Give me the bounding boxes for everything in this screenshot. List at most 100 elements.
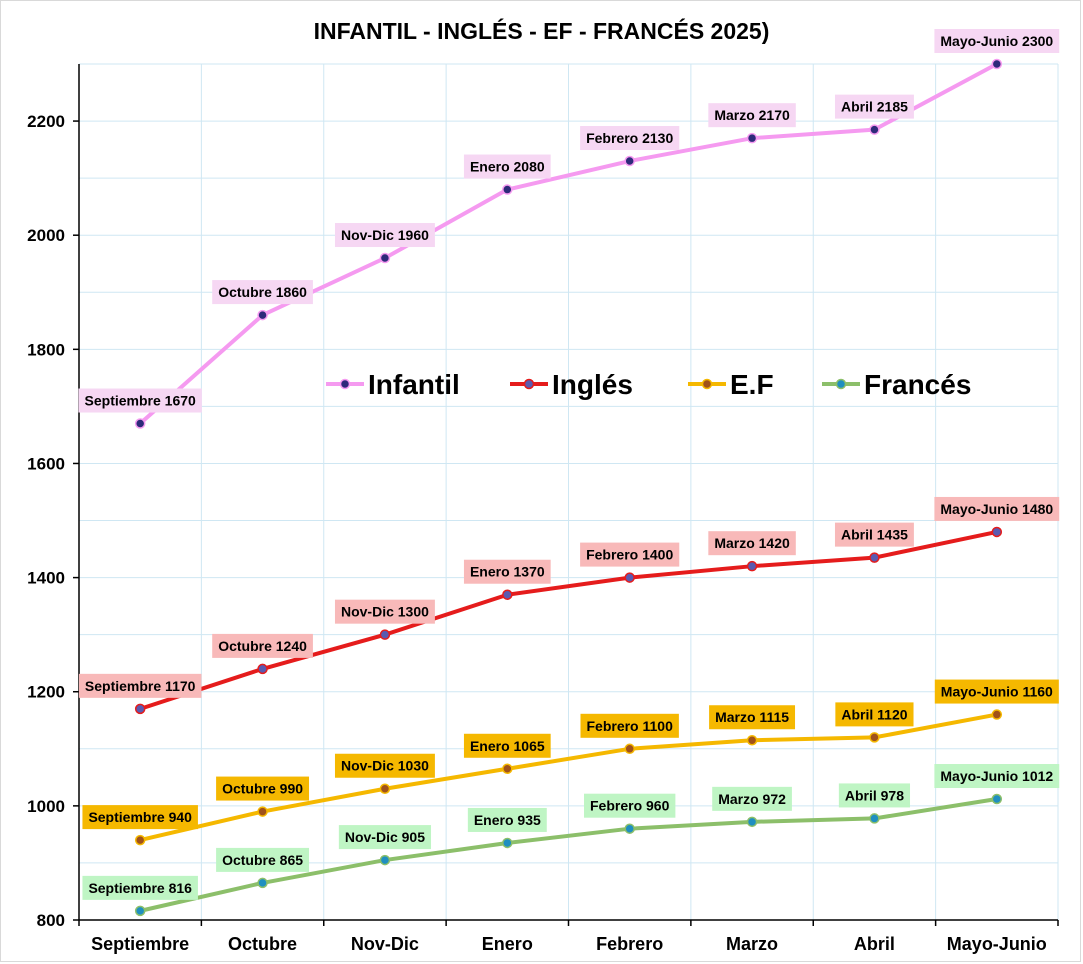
data-label: Octubre 865	[216, 847, 310, 872]
y-tick-label: 2200	[27, 112, 65, 131]
data-label-text: Mayo-Junio 1480	[940, 501, 1053, 517]
x-tick-label: Octubre	[228, 934, 297, 954]
data-label-text: Febrero 960	[590, 798, 670, 814]
data-label-bg	[78, 388, 202, 413]
data-label-bg	[834, 94, 914, 119]
series-line	[138, 797, 999, 913]
data-label-bg	[334, 223, 435, 248]
data-point	[991, 709, 1003, 720]
data-label: Nov-Dic 1960	[334, 223, 435, 248]
legend-marker	[523, 378, 535, 390]
data-point	[624, 572, 635, 583]
data-label: Abril 1120	[835, 702, 914, 727]
chart-title: INFANTIL - INGLÉS - EF - FRANCÉS 2025)	[313, 18, 770, 44]
data-label-bg	[82, 875, 198, 900]
data-label-bg	[934, 29, 1060, 53]
data-label-text: Febrero 1100	[586, 718, 673, 734]
data-point	[134, 418, 146, 429]
data-label-bg	[934, 764, 1060, 789]
data-point	[991, 58, 1003, 70]
data-point	[379, 854, 391, 866]
data-label-bg	[712, 786, 792, 811]
data-label-text: Octubre 990	[222, 781, 303, 797]
series-layer	[134, 58, 1003, 917]
data-label-text: Nov-Dic 1300	[341, 604, 429, 620]
data-point	[991, 793, 1003, 805]
data-label: Mayo-Junio 1480	[934, 496, 1060, 521]
data-label-bg	[82, 805, 198, 830]
data-point	[502, 184, 513, 195]
data-label-text: Mayo-Junio 1012	[940, 768, 1053, 784]
data-label-text: Febrero 1400	[586, 547, 673, 563]
data-label-text: Enero 935	[474, 812, 541, 828]
data-label: Septiembre 1170	[78, 673, 202, 698]
data-label-text: Marzo 972	[718, 791, 786, 807]
data-label-text: Enero 1065	[470, 738, 545, 754]
legend-entry: E.F	[688, 369, 774, 400]
data-point	[257, 806, 268, 817]
data-point	[991, 526, 1003, 538]
data-point	[624, 823, 635, 834]
data-label-bg	[338, 825, 432, 850]
data-label: Mayo-Junio 2300	[934, 29, 1060, 53]
x-tick-label: Nov-Dic	[351, 934, 419, 954]
data-label-bg	[709, 705, 796, 730]
data-label-text: Abril 1435	[841, 527, 908, 543]
data-label-bg	[463, 733, 551, 758]
data-label-bg	[463, 559, 551, 584]
data-label: Octubre 1240	[212, 633, 313, 658]
data-point	[379, 629, 391, 640]
data-label: Enero 1370	[463, 559, 551, 584]
data-label: Febrero 2130	[580, 126, 680, 151]
data-label-text: Septiembre 940	[88, 809, 192, 825]
data-label: Febrero 1400	[580, 542, 680, 567]
data-label: Marzo 972	[712, 786, 792, 811]
data-point	[134, 703, 146, 715]
x-tick-label: Abril	[854, 934, 895, 954]
grid	[79, 63, 1059, 920]
data-label-bg	[334, 599, 435, 624]
data-point	[869, 813, 880, 824]
data-label-text: Nov-Dic 905	[345, 829, 425, 845]
data-label-bg	[580, 126, 680, 151]
data-point	[257, 877, 268, 889]
data-point	[746, 734, 758, 746]
legend-label: Infantil	[368, 369, 460, 400]
y-tick-label: 800	[37, 911, 65, 930]
legend-label: Inglés	[552, 369, 633, 400]
data-label: Abril 978	[838, 783, 911, 808]
data-point	[502, 837, 513, 849]
data-label-text: Marzo 1420	[714, 535, 790, 551]
y-tick-label: 1400	[27, 569, 65, 588]
data-point	[746, 132, 758, 144]
data-label-text: Septiembre 1670	[85, 393, 196, 409]
data-label-text: Abril 2185	[841, 99, 908, 115]
data-label: Nov-Dic 905	[338, 825, 432, 850]
data-label: Marzo 1115	[709, 705, 796, 730]
legend-entry: Francés	[822, 369, 971, 400]
data-label-bg	[708, 103, 796, 128]
data-label-text: Septiembre 1170	[85, 678, 196, 694]
data-label-text: Nov-Dic 1960	[341, 227, 429, 243]
data-label-text: Febrero 2130	[586, 130, 673, 146]
legend-marker	[835, 378, 847, 390]
y-tick-label: 1600	[27, 454, 65, 473]
series-line	[138, 62, 999, 426]
data-point	[134, 905, 146, 917]
data-label-text: Abril 978	[845, 787, 904, 803]
x-tick-label: Mayo-Junio	[947, 934, 1047, 954]
data-point	[746, 560, 758, 572]
data-point	[869, 732, 880, 743]
data-point	[746, 816, 758, 828]
data-label: Septiembre 816	[82, 875, 198, 900]
y-tick-label: 1800	[27, 340, 65, 359]
legend-entry: Inglés	[510, 369, 633, 400]
data-point	[257, 309, 268, 321]
data-label-bg	[580, 713, 679, 738]
data-label: Febrero 1100	[580, 713, 679, 738]
data-label: Febrero 960	[584, 793, 676, 818]
x-tick-label: Febrero	[596, 934, 663, 954]
data-label-text: Septiembre 816	[88, 880, 192, 896]
data-label-bg	[216, 847, 310, 872]
